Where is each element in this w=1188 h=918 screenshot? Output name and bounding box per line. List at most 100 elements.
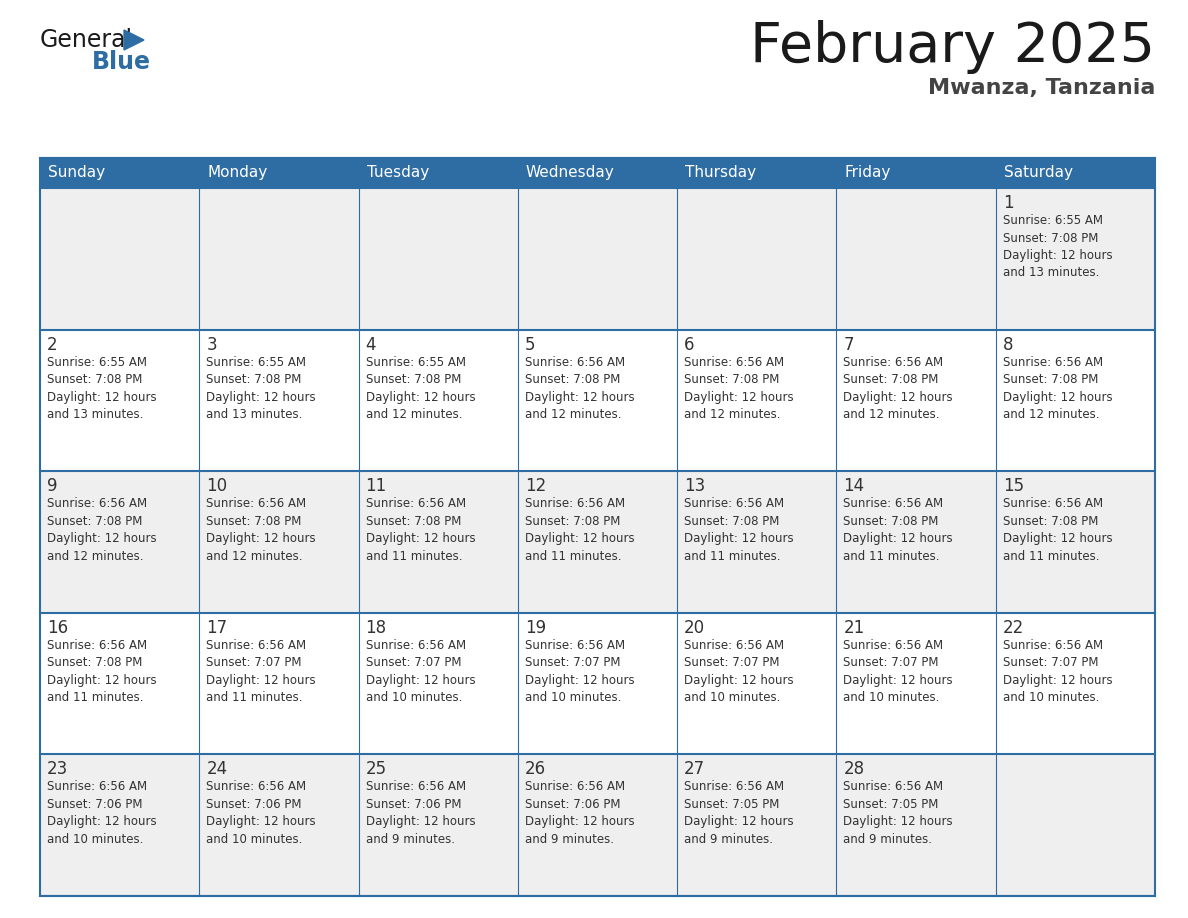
Text: 5: 5 (525, 336, 536, 353)
Bar (359, 188, 518, 330)
Text: Sunrise: 6:56 AM
Sunset: 7:06 PM
Daylight: 12 hours
and 9 minutes.: Sunrise: 6:56 AM Sunset: 7:06 PM Dayligh… (366, 780, 475, 845)
Bar (996, 188, 1155, 330)
Text: Blue: Blue (91, 50, 151, 74)
Text: 13: 13 (684, 477, 706, 495)
Text: General: General (40, 28, 133, 52)
Text: Saturday: Saturday (1004, 165, 1073, 181)
Bar (996, 330, 1155, 471)
Bar (836, 755, 996, 896)
Text: Sunrise: 6:56 AM
Sunset: 7:07 PM
Daylight: 12 hours
and 11 minutes.: Sunrise: 6:56 AM Sunset: 7:07 PM Dayligh… (207, 639, 316, 704)
Text: Sunrise: 6:55 AM
Sunset: 7:08 PM
Daylight: 12 hours
and 13 minutes.: Sunrise: 6:55 AM Sunset: 7:08 PM Dayligh… (1003, 214, 1112, 279)
Bar (359, 613, 518, 755)
Bar (996, 471, 1155, 613)
Bar (40, 188, 200, 330)
Bar (677, 613, 836, 755)
Text: Sunrise: 6:56 AM
Sunset: 7:07 PM
Daylight: 12 hours
and 10 minutes.: Sunrise: 6:56 AM Sunset: 7:07 PM Dayligh… (525, 639, 634, 704)
Bar (677, 188, 836, 330)
Text: 1: 1 (1003, 194, 1013, 212)
Bar (996, 613, 1155, 755)
Text: Sunrise: 6:56 AM
Sunset: 7:07 PM
Daylight: 12 hours
and 10 minutes.: Sunrise: 6:56 AM Sunset: 7:07 PM Dayligh… (366, 639, 475, 704)
Text: 6: 6 (684, 336, 695, 353)
Bar (200, 613, 359, 755)
Text: Sunrise: 6:55 AM
Sunset: 7:08 PM
Daylight: 12 hours
and 12 minutes.: Sunrise: 6:55 AM Sunset: 7:08 PM Dayligh… (366, 355, 475, 421)
Text: Sunrise: 6:56 AM
Sunset: 7:08 PM
Daylight: 12 hours
and 12 minutes.: Sunrise: 6:56 AM Sunset: 7:08 PM Dayligh… (843, 355, 953, 421)
Bar (677, 755, 836, 896)
Bar (677, 471, 836, 613)
Bar (40, 158, 1155, 896)
Text: 7: 7 (843, 336, 854, 353)
Text: 24: 24 (207, 760, 227, 778)
Text: Sunrise: 6:55 AM
Sunset: 7:08 PM
Daylight: 12 hours
and 13 minutes.: Sunrise: 6:55 AM Sunset: 7:08 PM Dayligh… (207, 355, 316, 421)
Text: 4: 4 (366, 336, 377, 353)
Bar (996, 755, 1155, 896)
Text: Wednesday: Wednesday (526, 165, 614, 181)
Bar (40, 755, 200, 896)
Bar (518, 613, 677, 755)
Text: 12: 12 (525, 477, 546, 495)
Bar (200, 158, 359, 188)
Text: Sunrise: 6:56 AM
Sunset: 7:08 PM
Daylight: 12 hours
and 11 minutes.: Sunrise: 6:56 AM Sunset: 7:08 PM Dayligh… (684, 498, 794, 563)
Text: 8: 8 (1003, 336, 1013, 353)
Text: 11: 11 (366, 477, 387, 495)
Bar (677, 330, 836, 471)
Text: Sunrise: 6:56 AM
Sunset: 7:08 PM
Daylight: 12 hours
and 12 minutes.: Sunrise: 6:56 AM Sunset: 7:08 PM Dayligh… (684, 355, 794, 421)
Text: 27: 27 (684, 760, 706, 778)
Text: Sunrise: 6:56 AM
Sunset: 7:08 PM
Daylight: 12 hours
and 11 minutes.: Sunrise: 6:56 AM Sunset: 7:08 PM Dayligh… (48, 639, 157, 704)
Text: Sunrise: 6:55 AM
Sunset: 7:08 PM
Daylight: 12 hours
and 13 minutes.: Sunrise: 6:55 AM Sunset: 7:08 PM Dayligh… (48, 355, 157, 421)
Text: Sunrise: 6:56 AM
Sunset: 7:08 PM
Daylight: 12 hours
and 12 minutes.: Sunrise: 6:56 AM Sunset: 7:08 PM Dayligh… (48, 498, 157, 563)
Bar (836, 188, 996, 330)
Bar (200, 188, 359, 330)
Bar (836, 613, 996, 755)
Text: 9: 9 (48, 477, 57, 495)
Bar (200, 471, 359, 613)
Text: Sunday: Sunday (48, 165, 105, 181)
Text: 25: 25 (366, 760, 387, 778)
Text: Sunrise: 6:56 AM
Sunset: 7:08 PM
Daylight: 12 hours
and 11 minutes.: Sunrise: 6:56 AM Sunset: 7:08 PM Dayligh… (1003, 498, 1112, 563)
Text: 26: 26 (525, 760, 546, 778)
Bar (677, 158, 836, 188)
Text: Sunrise: 6:56 AM
Sunset: 7:08 PM
Daylight: 12 hours
and 12 minutes.: Sunrise: 6:56 AM Sunset: 7:08 PM Dayligh… (1003, 355, 1112, 421)
Text: 14: 14 (843, 477, 865, 495)
Text: 16: 16 (48, 619, 68, 637)
Bar (518, 188, 677, 330)
Text: Tuesday: Tuesday (367, 165, 429, 181)
Text: Sunrise: 6:56 AM
Sunset: 7:07 PM
Daylight: 12 hours
and 10 minutes.: Sunrise: 6:56 AM Sunset: 7:07 PM Dayligh… (1003, 639, 1112, 704)
Text: Sunrise: 6:56 AM
Sunset: 7:06 PM
Daylight: 12 hours
and 9 minutes.: Sunrise: 6:56 AM Sunset: 7:06 PM Dayligh… (525, 780, 634, 845)
Bar (518, 471, 677, 613)
Bar (359, 471, 518, 613)
Text: Sunrise: 6:56 AM
Sunset: 7:05 PM
Daylight: 12 hours
and 9 minutes.: Sunrise: 6:56 AM Sunset: 7:05 PM Dayligh… (684, 780, 794, 845)
Text: Sunrise: 6:56 AM
Sunset: 7:06 PM
Daylight: 12 hours
and 10 minutes.: Sunrise: 6:56 AM Sunset: 7:06 PM Dayligh… (207, 780, 316, 845)
Text: Sunrise: 6:56 AM
Sunset: 7:08 PM
Daylight: 12 hours
and 11 minutes.: Sunrise: 6:56 AM Sunset: 7:08 PM Dayligh… (366, 498, 475, 563)
Bar (359, 755, 518, 896)
Text: Sunrise: 6:56 AM
Sunset: 7:07 PM
Daylight: 12 hours
and 10 minutes.: Sunrise: 6:56 AM Sunset: 7:07 PM Dayligh… (684, 639, 794, 704)
Bar (996, 158, 1155, 188)
Text: 3: 3 (207, 336, 217, 353)
Text: Friday: Friday (845, 165, 891, 181)
Text: Monday: Monday (207, 165, 267, 181)
Text: 15: 15 (1003, 477, 1024, 495)
Text: 17: 17 (207, 619, 227, 637)
Text: 22: 22 (1003, 619, 1024, 637)
Text: 21: 21 (843, 619, 865, 637)
Bar (40, 330, 200, 471)
Text: 19: 19 (525, 619, 546, 637)
Bar (40, 613, 200, 755)
Text: Mwanza, Tanzania: Mwanza, Tanzania (928, 78, 1155, 98)
Bar (200, 755, 359, 896)
Text: Sunrise: 6:56 AM
Sunset: 7:08 PM
Daylight: 12 hours
and 11 minutes.: Sunrise: 6:56 AM Sunset: 7:08 PM Dayligh… (843, 498, 953, 563)
Bar (836, 330, 996, 471)
Text: Sunrise: 6:56 AM
Sunset: 7:06 PM
Daylight: 12 hours
and 10 minutes.: Sunrise: 6:56 AM Sunset: 7:06 PM Dayligh… (48, 780, 157, 845)
Text: Thursday: Thursday (685, 165, 757, 181)
Bar (836, 471, 996, 613)
Text: Sunrise: 6:56 AM
Sunset: 7:08 PM
Daylight: 12 hours
and 12 minutes.: Sunrise: 6:56 AM Sunset: 7:08 PM Dayligh… (525, 355, 634, 421)
Text: 18: 18 (366, 619, 387, 637)
Polygon shape (124, 30, 144, 50)
Text: Sunrise: 6:56 AM
Sunset: 7:08 PM
Daylight: 12 hours
and 11 minutes.: Sunrise: 6:56 AM Sunset: 7:08 PM Dayligh… (525, 498, 634, 563)
Bar (40, 158, 200, 188)
Bar (200, 330, 359, 471)
Text: 28: 28 (843, 760, 865, 778)
Text: 23: 23 (48, 760, 68, 778)
Text: Sunrise: 6:56 AM
Sunset: 7:08 PM
Daylight: 12 hours
and 12 minutes.: Sunrise: 6:56 AM Sunset: 7:08 PM Dayligh… (207, 498, 316, 563)
Text: 10: 10 (207, 477, 227, 495)
Bar (518, 755, 677, 896)
